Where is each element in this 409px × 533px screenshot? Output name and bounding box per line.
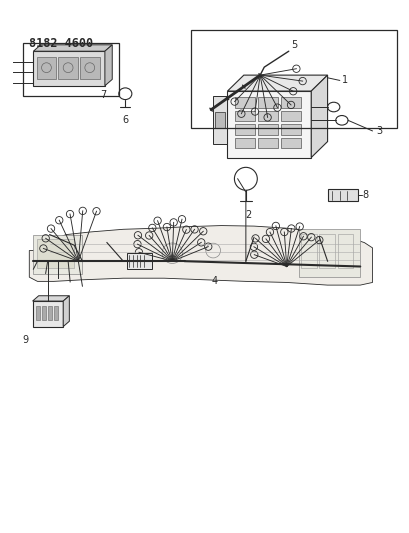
Text: 8: 8	[362, 190, 368, 200]
Polygon shape	[29, 225, 372, 285]
Bar	[33, 51, 105, 86]
Text: 3: 3	[376, 126, 382, 136]
Polygon shape	[310, 75, 327, 158]
Bar	[298, 229, 360, 277]
Bar	[257, 98, 277, 108]
Bar	[280, 124, 300, 134]
Bar	[280, 111, 300, 121]
Bar	[32, 301, 63, 327]
Bar	[80, 56, 99, 79]
Bar	[327, 189, 357, 201]
Text: 1: 1	[341, 76, 347, 85]
Bar	[190, 30, 396, 128]
Bar	[234, 138, 254, 148]
Bar	[234, 124, 254, 134]
Text: 6: 6	[122, 115, 128, 125]
Text: 8182 4600: 8182 4600	[29, 37, 93, 50]
Text: 5: 5	[290, 39, 296, 50]
Bar	[257, 138, 277, 148]
Polygon shape	[32, 296, 69, 301]
Bar	[54, 306, 58, 320]
Bar	[127, 253, 151, 269]
Bar	[319, 233, 334, 268]
Bar	[234, 98, 254, 108]
Bar	[48, 306, 52, 320]
Bar	[58, 56, 78, 79]
Bar	[234, 111, 254, 121]
Bar	[227, 91, 310, 158]
Bar	[257, 124, 277, 134]
Bar	[300, 233, 316, 268]
Bar	[33, 235, 82, 274]
Bar	[257, 111, 277, 121]
Text: 9: 9	[22, 335, 28, 344]
Text: 2: 2	[244, 211, 250, 221]
Bar	[280, 138, 300, 148]
Bar	[36, 56, 56, 79]
Polygon shape	[105, 45, 112, 86]
Polygon shape	[227, 75, 327, 91]
Bar	[42, 306, 46, 320]
Bar	[280, 98, 300, 108]
Bar	[37, 239, 74, 268]
Polygon shape	[33, 45, 112, 51]
Bar	[215, 112, 225, 128]
Bar	[213, 96, 227, 144]
Bar	[36, 306, 40, 320]
Bar	[337, 233, 353, 268]
Text: 7: 7	[99, 90, 106, 100]
Bar	[23, 43, 119, 96]
Text: 4: 4	[211, 276, 217, 286]
Polygon shape	[63, 296, 69, 327]
